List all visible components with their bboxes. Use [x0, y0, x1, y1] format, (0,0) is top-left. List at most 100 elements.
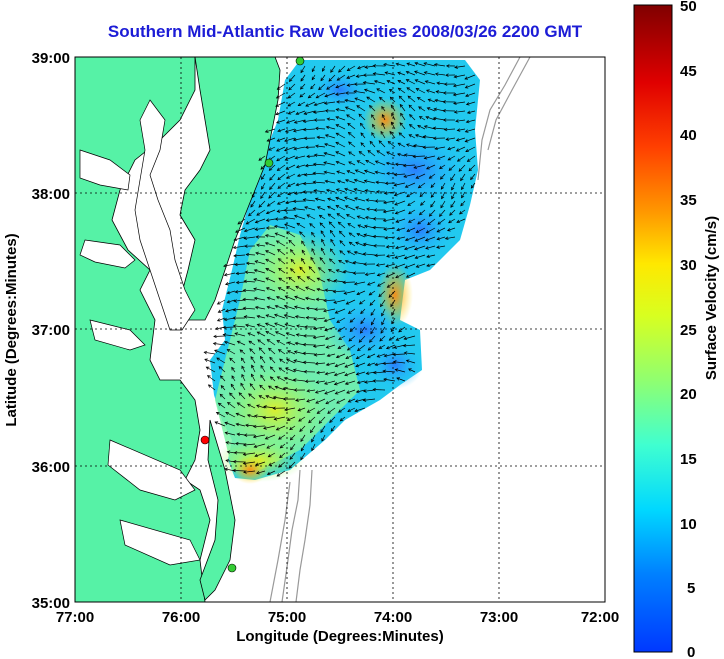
velocity-arrow-head	[316, 277, 321, 281]
velocity-arrow-head	[430, 203, 434, 208]
velocity-arrow	[367, 281, 376, 286]
velocity-arrow-head	[399, 122, 404, 126]
velocity-arrow-head	[403, 153, 408, 157]
velocity-arrow-head	[397, 142, 402, 146]
velocity-arrow	[284, 407, 296, 411]
velocity-arrow-head	[302, 198, 307, 202]
velocity-arrow	[324, 92, 336, 97]
velocity-arrow	[413, 164, 426, 169]
velocity-arrow-head	[233, 451, 238, 455]
velocity-arrow-head	[357, 224, 362, 228]
velocity-arrow	[243, 470, 256, 473]
velocity-arrow-head	[420, 202, 424, 206]
velocity-arrow-head	[345, 91, 349, 95]
velocity-arrow	[381, 122, 386, 130]
velocity-arrow-head	[232, 308, 237, 312]
velocity-arrow	[315, 198, 326, 202]
velocity-arrow-head	[453, 74, 458, 79]
velocity-arrow	[398, 132, 406, 139]
velocity-arrow	[278, 349, 286, 355]
velocity-arrow-head	[283, 376, 288, 381]
velocity-arrow-head	[371, 132, 375, 136]
velocity-arrow	[223, 263, 236, 267]
velocity-arrow-head	[342, 269, 347, 274]
velocity-arrow-head	[248, 212, 252, 217]
velocity-arrow-head	[338, 230, 343, 235]
velocity-arrow-head	[323, 101, 328, 105]
velocity-arrow	[344, 188, 356, 193]
velocity-arrow-head	[330, 69, 334, 73]
velocity-arrow	[407, 200, 416, 206]
velocity-arrow-head	[362, 398, 367, 402]
velocity-arrow	[318, 83, 326, 90]
velocity-arrow	[253, 278, 266, 283]
velocity-arrow	[278, 287, 286, 292]
velocity-arrow-head	[305, 286, 309, 290]
velocity-arrow-head	[300, 69, 304, 74]
velocity-arrow	[295, 155, 306, 159]
colorbar-tick: 25	[680, 322, 697, 339]
velocity-arrow	[467, 155, 476, 162]
velocity-arrow	[430, 182, 436, 188]
velocity-arrow-head	[347, 399, 352, 403]
velocity-arrow-head	[440, 176, 444, 180]
velocity-arrow-head	[353, 89, 358, 94]
velocity-arrow-head	[423, 125, 428, 129]
velocity-arrow	[363, 243, 376, 247]
velocity-arrow	[316, 298, 326, 301]
velocity-arrow	[335, 116, 346, 121]
velocity-arrow-head	[256, 331, 261, 335]
velocity-arrow	[390, 96, 396, 103]
velocity-arrow-head	[325, 401, 330, 405]
velocity-arrow	[423, 136, 436, 139]
velocity-arrow-head	[263, 426, 267, 430]
velocity-arrow-head	[288, 239, 292, 244]
velocity-arrow-head	[445, 64, 450, 68]
velocity-arrow	[363, 253, 376, 256]
velocity-arrow-head	[365, 215, 369, 220]
velocity-arrow-head	[385, 245, 390, 249]
velocity-arrow-head	[289, 436, 294, 441]
velocity-arrow	[363, 398, 376, 401]
velocity-arrow	[285, 164, 296, 170]
velocity-arrow-head	[235, 271, 240, 276]
velocity-arrow	[245, 424, 256, 427]
velocity-arrow	[236, 272, 246, 274]
velocity-arrow	[336, 398, 346, 404]
velocity-arrow-head	[301, 240, 305, 245]
velocity-arrow-head	[278, 367, 283, 371]
bathymetry-contours	[269, 57, 531, 602]
velocity-arrow	[407, 95, 416, 103]
velocity-arrow	[335, 389, 346, 395]
velocity-arrow	[278, 367, 286, 373]
velocity-arrow	[275, 110, 286, 115]
velocity-arrow-head	[311, 239, 315, 244]
velocity-arrow	[470, 173, 476, 180]
velocity-arrow	[426, 263, 436, 267]
velocity-arrow	[465, 146, 476, 153]
velocity-arrow-head	[372, 64, 376, 68]
velocity-arrow	[366, 371, 376, 375]
velocity-arrow	[255, 461, 266, 466]
velocity-arrow-head	[253, 278, 257, 282]
velocity-arrow-head	[325, 125, 330, 130]
velocity-arrow	[317, 407, 326, 414]
velocity-arrow-head	[454, 65, 458, 69]
velocity-arrow-head	[244, 244, 248, 248]
velocity-arrow	[295, 285, 306, 292]
velocity-arrow-head	[426, 107, 431, 111]
velocity-arrow-head	[391, 320, 395, 325]
velocity-arrow-head	[415, 134, 419, 138]
y-tick-label: 35:00	[32, 595, 70, 612]
velocity-arrow-head	[346, 250, 351, 254]
velocity-arrow-head	[443, 127, 448, 132]
velocity-arrow-head	[315, 95, 320, 99]
velocity-arrow-head	[287, 183, 291, 187]
velocity-arrow-head	[328, 221, 333, 225]
velocity-arrow	[406, 63, 416, 67]
velocity-arrow-head	[426, 89, 430, 93]
velocity-arrow-head	[347, 122, 351, 127]
velocity-arrow-head	[436, 156, 441, 160]
velocity-arrow-head	[432, 136, 437, 141]
velocity-arrow	[404, 335, 416, 340]
